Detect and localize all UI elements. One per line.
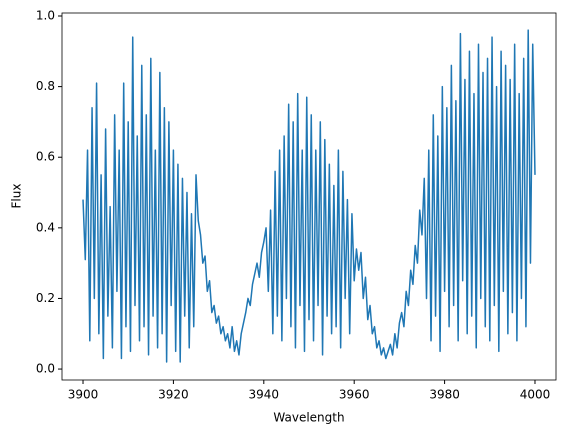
y-tick-label: 0.0 [36,362,55,376]
plot-frame [61,12,557,381]
x-tick-label: 3900 [68,388,99,402]
y-tick-label: 0.8 [36,79,55,93]
x-tick-label: 3980 [429,388,460,402]
y-tick-label: 0.4 [36,220,55,234]
x-tick-label: 3920 [158,388,189,402]
y-axis-label: Flux [10,184,24,209]
y-tick-label: 0.2 [36,291,55,305]
x-tick-label: 3940 [249,388,280,402]
x-axis-label: Wavelength [273,411,344,425]
y-tick-label: 0.6 [36,150,55,164]
x-tick-label: 4000 [520,388,551,402]
line-series [82,29,536,363]
x-tick-label: 3960 [339,388,370,402]
y-tick-label: 1.0 [36,9,55,23]
